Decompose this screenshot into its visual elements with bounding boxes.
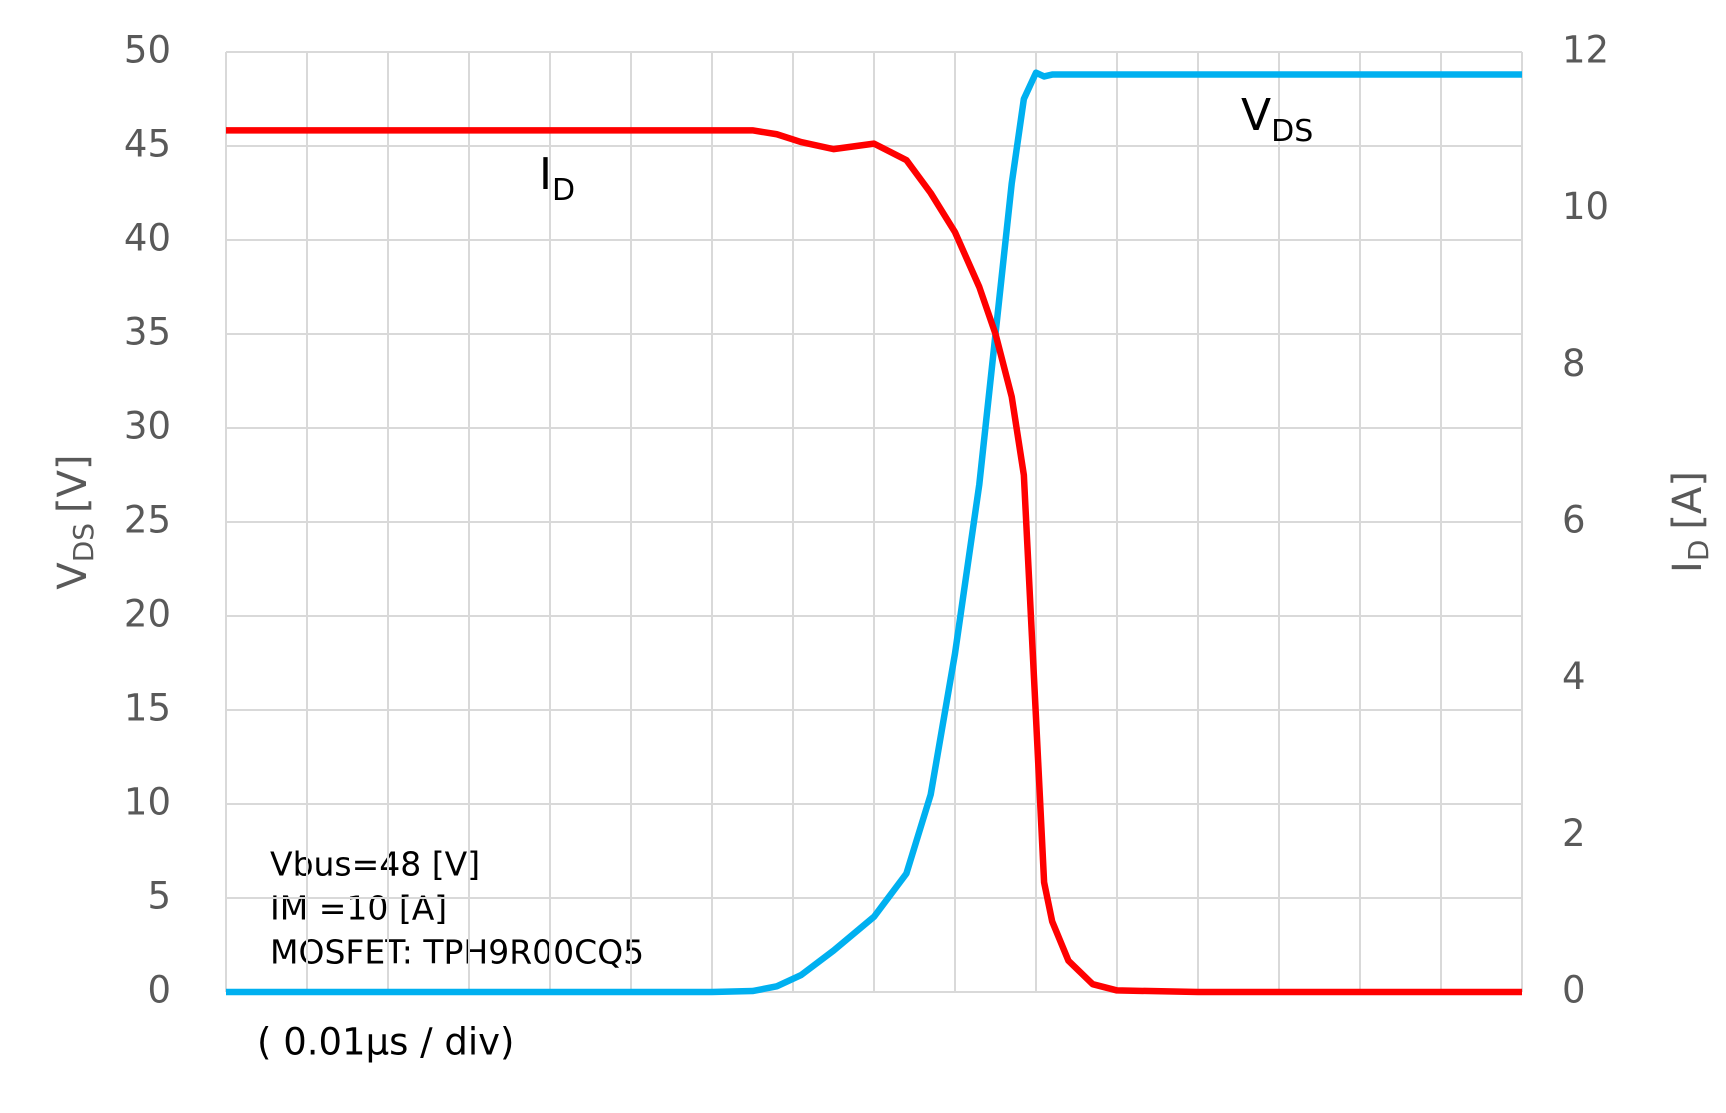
y2-axis-label-unit: [A] — [1665, 471, 1711, 530]
series-label-sub: DS — [1271, 114, 1313, 149]
y-tick-label: 30 — [124, 405, 171, 448]
y2-tick-label: 6 — [1562, 499, 1586, 542]
y2-axis-label: ID [A] — [1665, 471, 1715, 573]
annotation: MOSFET: TPH9R00CQ5 — [270, 933, 644, 972]
y2-axis-label-sub: D — [1682, 540, 1715, 562]
y-tick-label: 35 — [124, 311, 171, 354]
y-tick-label: 20 — [124, 593, 171, 636]
y-axis-label-sub: DS — [67, 523, 100, 562]
y-tick-label: 25 — [124, 499, 171, 542]
series-label: ID — [539, 149, 575, 208]
y-tick-label: 40 — [124, 217, 171, 260]
y2-tick-label: 4 — [1562, 655, 1586, 698]
series-label: VDS — [1241, 90, 1313, 149]
series-line — [226, 69, 1522, 996]
series-label-main: I — [539, 149, 552, 200]
y-axis-label: VDS [V] — [50, 454, 100, 589]
y-axis-label-unit: [V] — [50, 454, 96, 513]
y-axis-label-main: V — [50, 562, 96, 590]
y2-axis-label-main: I — [1665, 561, 1711, 573]
y-tick-label: 45 — [124, 123, 171, 166]
y2-tick-label: 10 — [1562, 185, 1609, 228]
grid — [225, 51, 1523, 993]
y-tick-label: 10 — [124, 781, 171, 824]
y2-tick-label: 12 — [1562, 29, 1609, 72]
y-tick-label: 0 — [147, 969, 171, 1012]
y2-tick-label: 2 — [1562, 812, 1586, 855]
series-label-sub: D — [552, 173, 575, 208]
y-tick-label: 15 — [124, 687, 171, 730]
series-label-main: V — [1241, 90, 1271, 141]
y2-tick-label: 0 — [1562, 969, 1586, 1012]
annotation: Vbus=48 [V] — [270, 845, 480, 884]
y-tick-label: 50 — [124, 29, 171, 72]
y2-tick-label: 8 — [1562, 342, 1586, 385]
annotation: IM =10 [A] — [270, 889, 447, 928]
series-line — [226, 127, 1522, 996]
y-tick-label: 5 — [147, 875, 171, 918]
x-axis-label: ( 0.01μs / div) — [257, 1021, 514, 1064]
